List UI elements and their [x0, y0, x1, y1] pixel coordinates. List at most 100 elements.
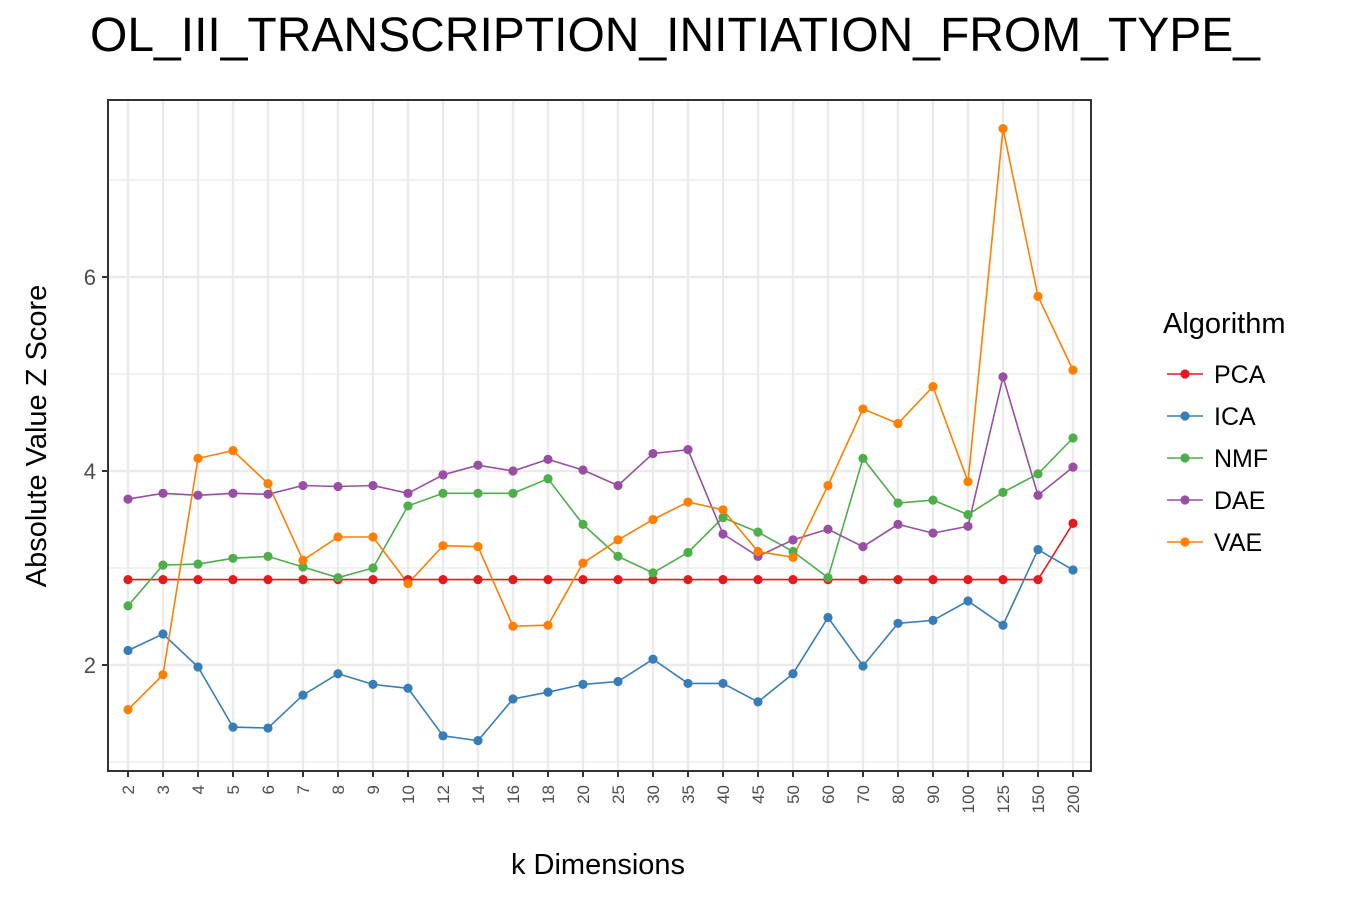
data-point-vae	[613, 535, 623, 545]
data-point-nmf	[823, 573, 833, 583]
data-point-dae	[403, 488, 413, 498]
data-point-vae	[123, 705, 133, 715]
data-point-vae	[333, 532, 343, 542]
x-tick-label: 16	[504, 785, 523, 804]
data-point-vae	[368, 532, 378, 542]
data-point-vae	[403, 578, 413, 589]
legend-title: Algorithm	[1163, 308, 1286, 340]
data-point-pca	[893, 575, 903, 585]
data-point-vae	[158, 670, 168, 680]
data-point-ica	[998, 620, 1008, 630]
data-point-vae	[928, 382, 938, 392]
x-axis-title: k Dimensions	[511, 849, 685, 881]
data-point-pca	[263, 575, 273, 585]
data-point-ica	[193, 662, 203, 672]
data-point-nmf	[263, 551, 273, 561]
data-point-dae	[683, 445, 693, 455]
data-point-pca	[438, 575, 448, 585]
legend-key-point-dae	[1180, 495, 1190, 505]
data-point-dae	[333, 481, 343, 492]
data-point-ica	[228, 722, 238, 732]
x-tick-label: 80	[889, 785, 908, 804]
data-point-ica	[893, 618, 903, 628]
data-point-dae	[123, 494, 133, 504]
data-point-ica	[403, 683, 413, 693]
series-line-dae	[127, 373, 1074, 558]
data-point-ica	[718, 678, 728, 689]
data-point-dae	[718, 529, 728, 539]
data-point-nmf	[928, 495, 938, 505]
data-point-ica	[158, 629, 168, 639]
data-point-dae	[508, 466, 518, 476]
data-point-vae	[893, 418, 903, 429]
y-axis-title: Absolute Value Z Score	[21, 285, 53, 588]
data-point-nmf	[438, 488, 448, 498]
x-tick-label: 50	[784, 785, 803, 804]
data-point-nmf	[753, 527, 763, 537]
plot-panel	[108, 100, 1091, 771]
data-point-nmf	[228, 553, 238, 563]
data-point-vae	[1068, 365, 1078, 375]
legend-label-vae: VAE	[1214, 529, 1262, 557]
x-tick-label: 100	[959, 785, 978, 813]
data-point-pca	[298, 575, 308, 585]
data-point-vae	[508, 621, 518, 631]
data-point-pca	[998, 575, 1008, 585]
x-tick-label: 18	[539, 785, 558, 804]
data-point-ica	[823, 612, 833, 623]
data-point-vae	[823, 480, 833, 491]
data-point-vae	[228, 446, 238, 456]
data-point-pca	[718, 575, 728, 585]
data-point-pca	[473, 575, 483, 585]
data-point-vae	[263, 479, 273, 489]
data-point-ica	[788, 669, 798, 679]
x-tick-label: 125	[994, 785, 1013, 813]
data-point-ica	[333, 669, 343, 679]
panel-border	[107, 99, 1092, 772]
data-point-dae	[158, 488, 168, 498]
data-point-vae	[998, 123, 1008, 134]
x-tick-label: 10	[399, 785, 418, 804]
data-point-vae	[683, 497, 693, 507]
data-point-nmf	[333, 573, 343, 583]
data-point-vae	[753, 546, 763, 557]
data-point-nmf	[193, 559, 203, 569]
data-point-dae	[613, 480, 623, 491]
data-point-pca	[1068, 518, 1078, 528]
data-point-ica	[963, 596, 973, 606]
x-tick-label: 150	[1029, 785, 1048, 813]
x-tick-label: 35	[679, 785, 698, 804]
legend: Algorithm PCA ICA NMF DAE VAE	[1163, 308, 1286, 557]
data-point-pca	[1033, 575, 1043, 585]
data-point-dae	[928, 528, 938, 538]
series-lines	[127, 128, 1074, 742]
data-point-vae	[438, 541, 448, 551]
data-point-vae	[543, 620, 553, 630]
x-tick-label: 40	[714, 785, 733, 804]
data-point-vae	[473, 542, 483, 552]
data-point-nmf	[123, 601, 133, 611]
x-tick-label: 90	[924, 785, 943, 804]
x-tick-label: 25	[609, 785, 628, 804]
data-point-dae	[648, 448, 658, 459]
data-point-dae	[858, 542, 868, 552]
data-point-pca	[508, 575, 518, 585]
data-point-nmf	[473, 488, 483, 498]
x-tick-label: 45	[749, 785, 768, 804]
data-point-nmf	[543, 474, 553, 484]
x-tick-label: 30	[644, 785, 663, 804]
data-point-dae	[263, 489, 273, 499]
data-point-ica	[683, 678, 693, 689]
data-point-dae	[228, 488, 238, 498]
data-point-dae	[543, 454, 553, 464]
x-tick-label: 6	[259, 785, 278, 794]
data-point-nmf	[718, 512, 728, 523]
x-tick-label: 8	[329, 785, 348, 794]
data-point-ica	[753, 697, 763, 707]
data-point-pca	[228, 575, 238, 585]
legend-key-point-ica	[1180, 411, 1190, 421]
data-point-ica	[263, 723, 273, 733]
data-point-nmf	[1033, 469, 1043, 479]
data-point-nmf	[368, 563, 378, 573]
x-tick-label: 5	[224, 785, 243, 794]
